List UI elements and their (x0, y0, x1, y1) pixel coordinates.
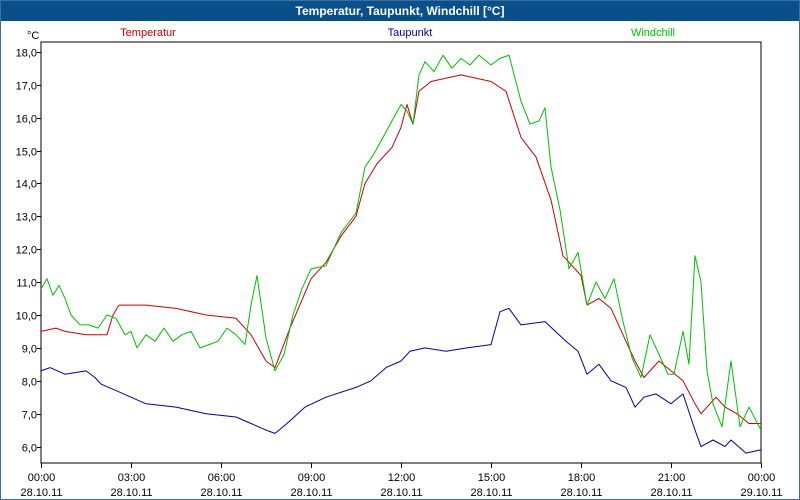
y-tick-label: 10,0 (16, 311, 37, 323)
x-tick-time-label: 15:00 (478, 472, 506, 484)
x-tick-time-label: 00:00 (28, 472, 56, 484)
series-line-taupunkt (40, 307, 762, 454)
y-tick-label: 11,0 (16, 278, 37, 290)
y-tick-label: 14,0 (16, 179, 37, 191)
legend-entry-windchill: Windchill (631, 27, 675, 39)
y-tick-label: 18,0 (16, 48, 37, 60)
x-tick-date-label: 28.10.11 (470, 487, 512, 499)
x-tick-time-label: 03:00 (118, 472, 146, 484)
x-tick-time-label: 09:00 (298, 472, 326, 484)
plot-area (40, 41, 762, 464)
x-tick-date-label: 28.10.11 (290, 487, 332, 499)
x-tick-date-label: 28.10.11 (560, 487, 602, 499)
axis-layer: 6,0 7,0 8,0 9,0 10,0 11,0 12,0 13,0 14,0 15,0 16,0… (16, 30, 783, 499)
legend-entry-temperatur: Temperatur (120, 27, 176, 39)
x-tick-date-label: 28.10.11 (380, 487, 422, 499)
legend-layer: Temperatur Taupunkt Windchill (120, 27, 675, 39)
x-tick-date-label: 28.10.11 (20, 487, 62, 499)
y-tick-label: 7,0 (22, 410, 37, 422)
x-tick-time-label: 21:00 (658, 472, 686, 484)
y-tick-label: 12,0 (16, 245, 37, 257)
series-line-windchill (40, 54, 762, 431)
x-tick-time-label: 06:00 (208, 472, 236, 484)
series-layer (40, 54, 762, 454)
x-tick-time-label: 12:00 (388, 472, 416, 484)
legend-entry-taupunkt: Taupunkt (388, 27, 433, 39)
x-tick-date-label: 28.10.11 (110, 487, 152, 499)
x-tick-date-label: 28.10.11 (650, 487, 692, 499)
y-tick-label: 15,0 (16, 147, 37, 159)
x-tick-date-label: 28.10.11 (200, 487, 242, 499)
chart-svg: 6,0 7,0 8,0 9,0 10,0 11,0 12,0 13,0 14,0 15,0 16,0… (16, 27, 783, 499)
y-tick-label: 13,0 (16, 212, 37, 224)
y-axis-unit-label: °C (27, 30, 39, 42)
y-tick-label: 9,0 (22, 344, 37, 356)
window-title: Temperatur, Taupunkt, Windchill [°C] (1, 1, 799, 21)
y-tick-label: 17,0 (16, 81, 37, 93)
y-tick-label: 16,0 (16, 114, 37, 126)
y-tick-label: 6,0 (22, 443, 37, 455)
x-tick-time-label: 00:00 (748, 472, 776, 484)
x-tick-time-label: 18:00 (568, 472, 596, 484)
x-tick-date-label: 29.10.11 (740, 487, 782, 499)
y-tick-label: 8,0 (22, 377, 37, 389)
series-line-temperatur (40, 74, 761, 424)
